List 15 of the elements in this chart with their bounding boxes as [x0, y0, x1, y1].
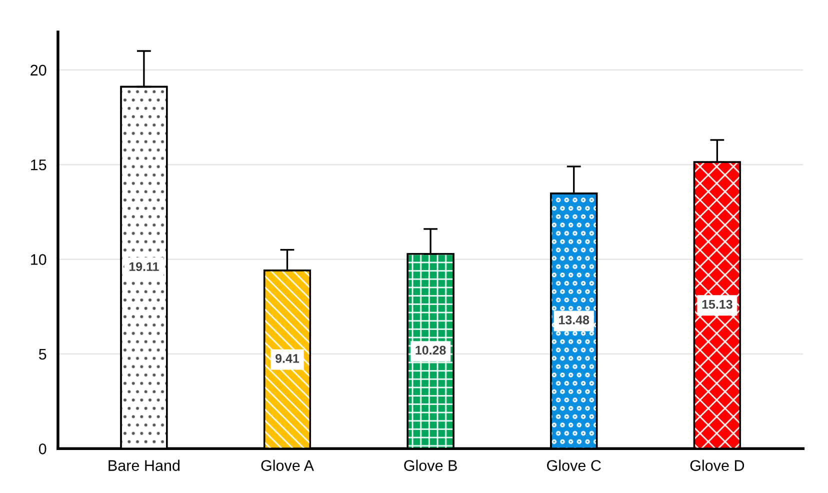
- x-tick-label: Glove D: [690, 460, 744, 471]
- y-tick-label: 10: [31, 254, 46, 265]
- data-label: 13.48: [559, 316, 590, 324]
- y-tick-label: 15: [31, 160, 46, 170]
- data-label: 19.11: [129, 262, 159, 272]
- x-tick-label: Bare Hand: [108, 460, 180, 471]
- y-tick-label: 5: [38, 348, 46, 360]
- y-tick-label: 20: [30, 64, 46, 76]
- y-tick-label: 0: [38, 444, 46, 454]
- x-tick-label: Glove A: [261, 460, 314, 471]
- data-label: 9.41: [276, 354, 300, 363]
- x-tick-label: Glove B: [404, 460, 457, 471]
- x-tick-label: Glove C: [547, 460, 601, 471]
- data-label: 10.28: [416, 346, 446, 355]
- data-label: 15.13: [702, 300, 732, 309]
